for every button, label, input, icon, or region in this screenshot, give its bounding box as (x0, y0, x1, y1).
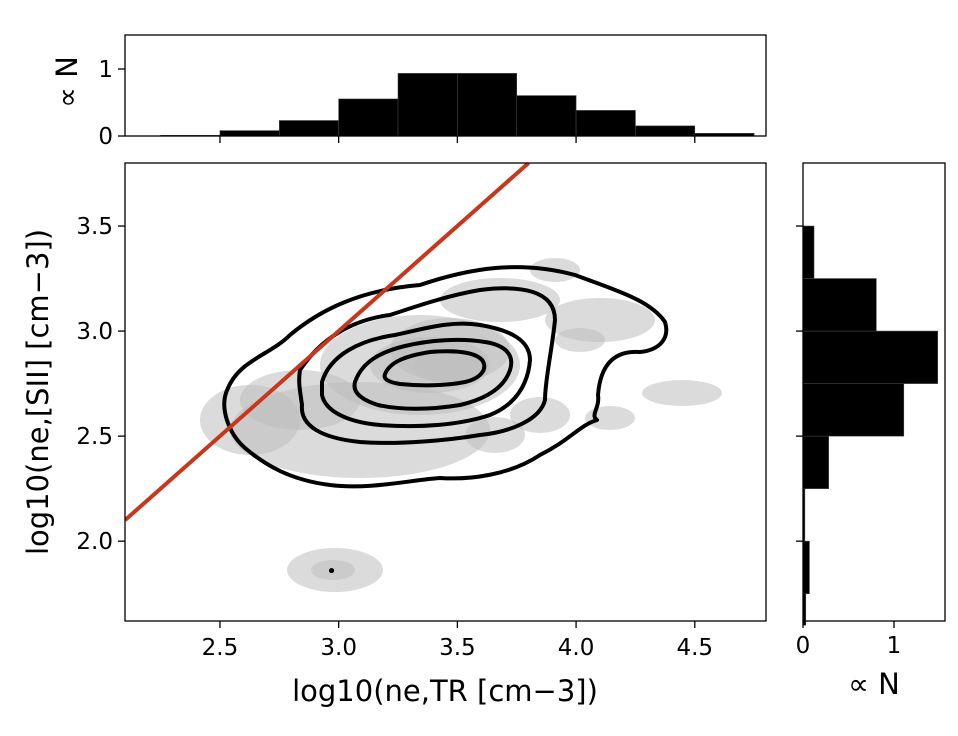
top-histogram-bar (397, 73, 458, 137)
top-histogram-ylabel: ∝ N (50, 56, 84, 108)
top-ytick-1-label: 1 (98, 57, 113, 83)
right-histogram-bar (802, 225, 815, 279)
contour-level-2 (297, 286, 557, 445)
main-ytick-label: 3.5 (76, 214, 113, 240)
right-histogram-frame (802, 162, 946, 622)
right-histogram-yticks (796, 225, 803, 542)
top-histogram-frame (124, 34, 767, 137)
right-histogram-bar (802, 278, 877, 332)
grey-kde-blobs (200, 258, 722, 592)
top-histogram-bar (219, 130, 280, 137)
top-histogram-bar (575, 110, 636, 137)
right-histogram-bar (802, 435, 829, 489)
main-ylabel-text: log10(ne,[SII] [cm−3]) (21, 229, 55, 555)
right-histogram-bars (802, 225, 938, 626)
one-to-one-line-segment (125, 163, 530, 522)
outlier-point (328, 567, 335, 574)
top-histogram-bar (279, 120, 339, 137)
grey-blob (440, 278, 560, 322)
contour-level-3 (320, 321, 532, 429)
main-ytick-label: 3.0 (76, 319, 113, 345)
grey-blob (412, 351, 488, 383)
main-panel: 2.5 3.0 3.5 4.0 4.5 2.0 2.5 3.0 3.5 log10(ne,TR… (21, 162, 767, 708)
right-histogram-bar (802, 330, 938, 384)
top-histogram-bar (457, 73, 518, 137)
grey-blob (585, 406, 635, 430)
grey-blob (642, 380, 722, 406)
density-contours (222, 265, 669, 489)
right-histogram-xlabel: ∝ N (848, 667, 900, 701)
right-histogram-bar (802, 383, 905, 437)
one-to-one-line (125, 163, 530, 522)
right-xtick-1-label: 1 (887, 633, 902, 659)
top-histogram-panel: 0 1 ∝ N (50, 34, 767, 150)
top-histogram-bars (160, 73, 755, 137)
right-histogram-panel: 0 1 ∝ N (796, 162, 946, 701)
main-ytick-label: 2.5 (76, 424, 113, 450)
top-histogram-bar (516, 95, 577, 137)
main-ylabel: log10(ne,[SII] [cm−3]) (21, 229, 55, 555)
contour-level-1 (222, 265, 669, 489)
main-yticks: 2.0 2.5 3.0 3.5 (76, 214, 125, 555)
right-xtick-0-label: 0 (796, 633, 811, 659)
main-xlabel-text: log10(ne,TR [cm−3]) (292, 674, 598, 708)
grey-blob (200, 385, 300, 455)
top-histogram-xticks (219, 136, 696, 143)
contour-level-5 (382, 349, 487, 388)
main-frame (124, 162, 767, 622)
top-histogram-bar (635, 125, 696, 137)
main-xticks: 2.5 3.0 3.5 4.0 4.5 (202, 621, 713, 661)
main-xtick-label: 3.0 (320, 635, 357, 661)
main-xtick-label: 4.0 (558, 635, 595, 661)
top-histogram-bar (338, 98, 399, 137)
main-xtick-label: 4.5 (676, 635, 713, 661)
main-xlabel: log10(ne,TR [cm−3]) (292, 674, 598, 708)
main-xtick-label: 2.5 (202, 635, 239, 661)
grey-blob (555, 328, 605, 352)
grey-blob (465, 417, 525, 453)
main-xtick-label: 3.5 (439, 635, 476, 661)
top-ytick-0-label: 0 (98, 124, 113, 150)
right-histogram-bar (802, 540, 810, 594)
contour-level-4 (352, 337, 514, 411)
main-ytick-label: 2.0 (76, 529, 113, 555)
